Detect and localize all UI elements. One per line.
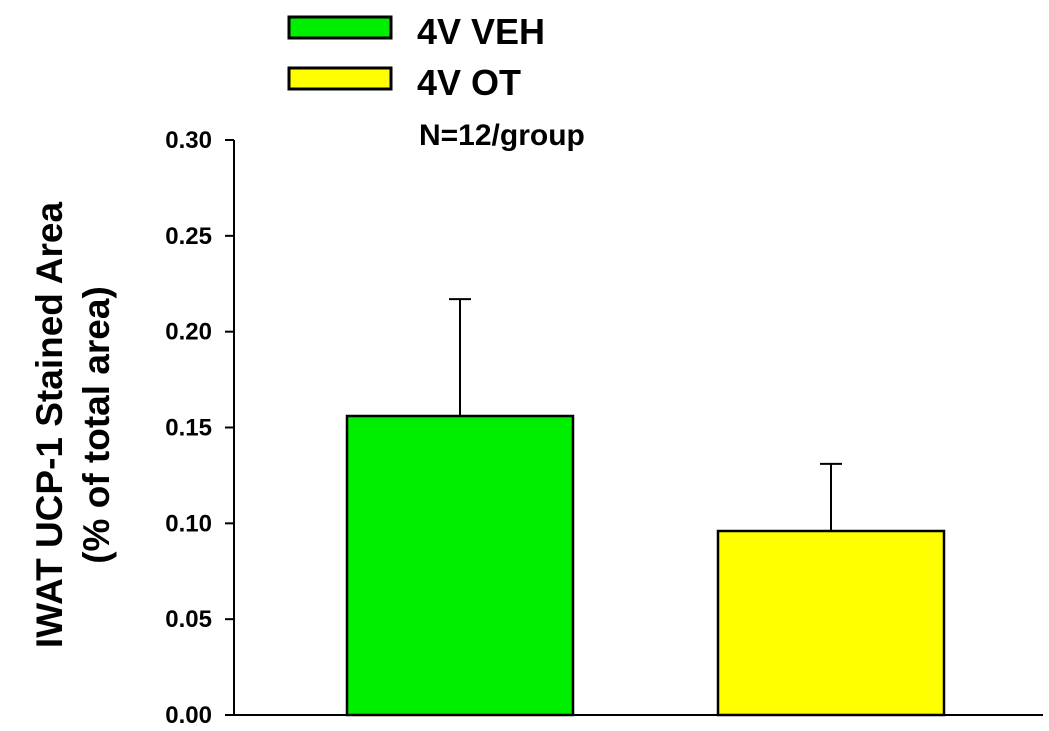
legend-swatch-ot	[287, 66, 393, 91]
bar-veh	[345, 414, 575, 717]
legend-label-veh: 4V VEH	[417, 11, 545, 52]
y-tick-label: 0.30	[165, 127, 212, 154]
y-axis-title: IWAT UCP-1 Stained Area (% of total area…	[29, 202, 117, 649]
legend-label-ot: 4V OT	[417, 62, 521, 103]
y-tick-label: 0.00	[165, 702, 212, 729]
y-tick-label: 0.20	[165, 319, 212, 346]
bars	[345, 298, 946, 717]
y-tick-label: 0.15	[165, 415, 212, 442]
y-tick-label: 0.10	[165, 510, 212, 537]
legend-swatch-veh	[287, 15, 393, 40]
sample-size-annotation: N=12/group	[419, 119, 585, 152]
y-tick-label: 0.25	[165, 223, 212, 250]
y-axis-title-line2: (% of total area)	[76, 286, 117, 564]
y-tick-label: 0.05	[165, 606, 212, 633]
y-axis-title-line1: IWAT UCP-1 Stained Area	[29, 202, 70, 649]
axes: 0.00 0.05 0.10 0.15 0.20 0.25 0.30	[165, 127, 1043, 729]
bar-ot	[716, 529, 946, 717]
legend: 4V VEH 4V OT	[287, 11, 545, 103]
